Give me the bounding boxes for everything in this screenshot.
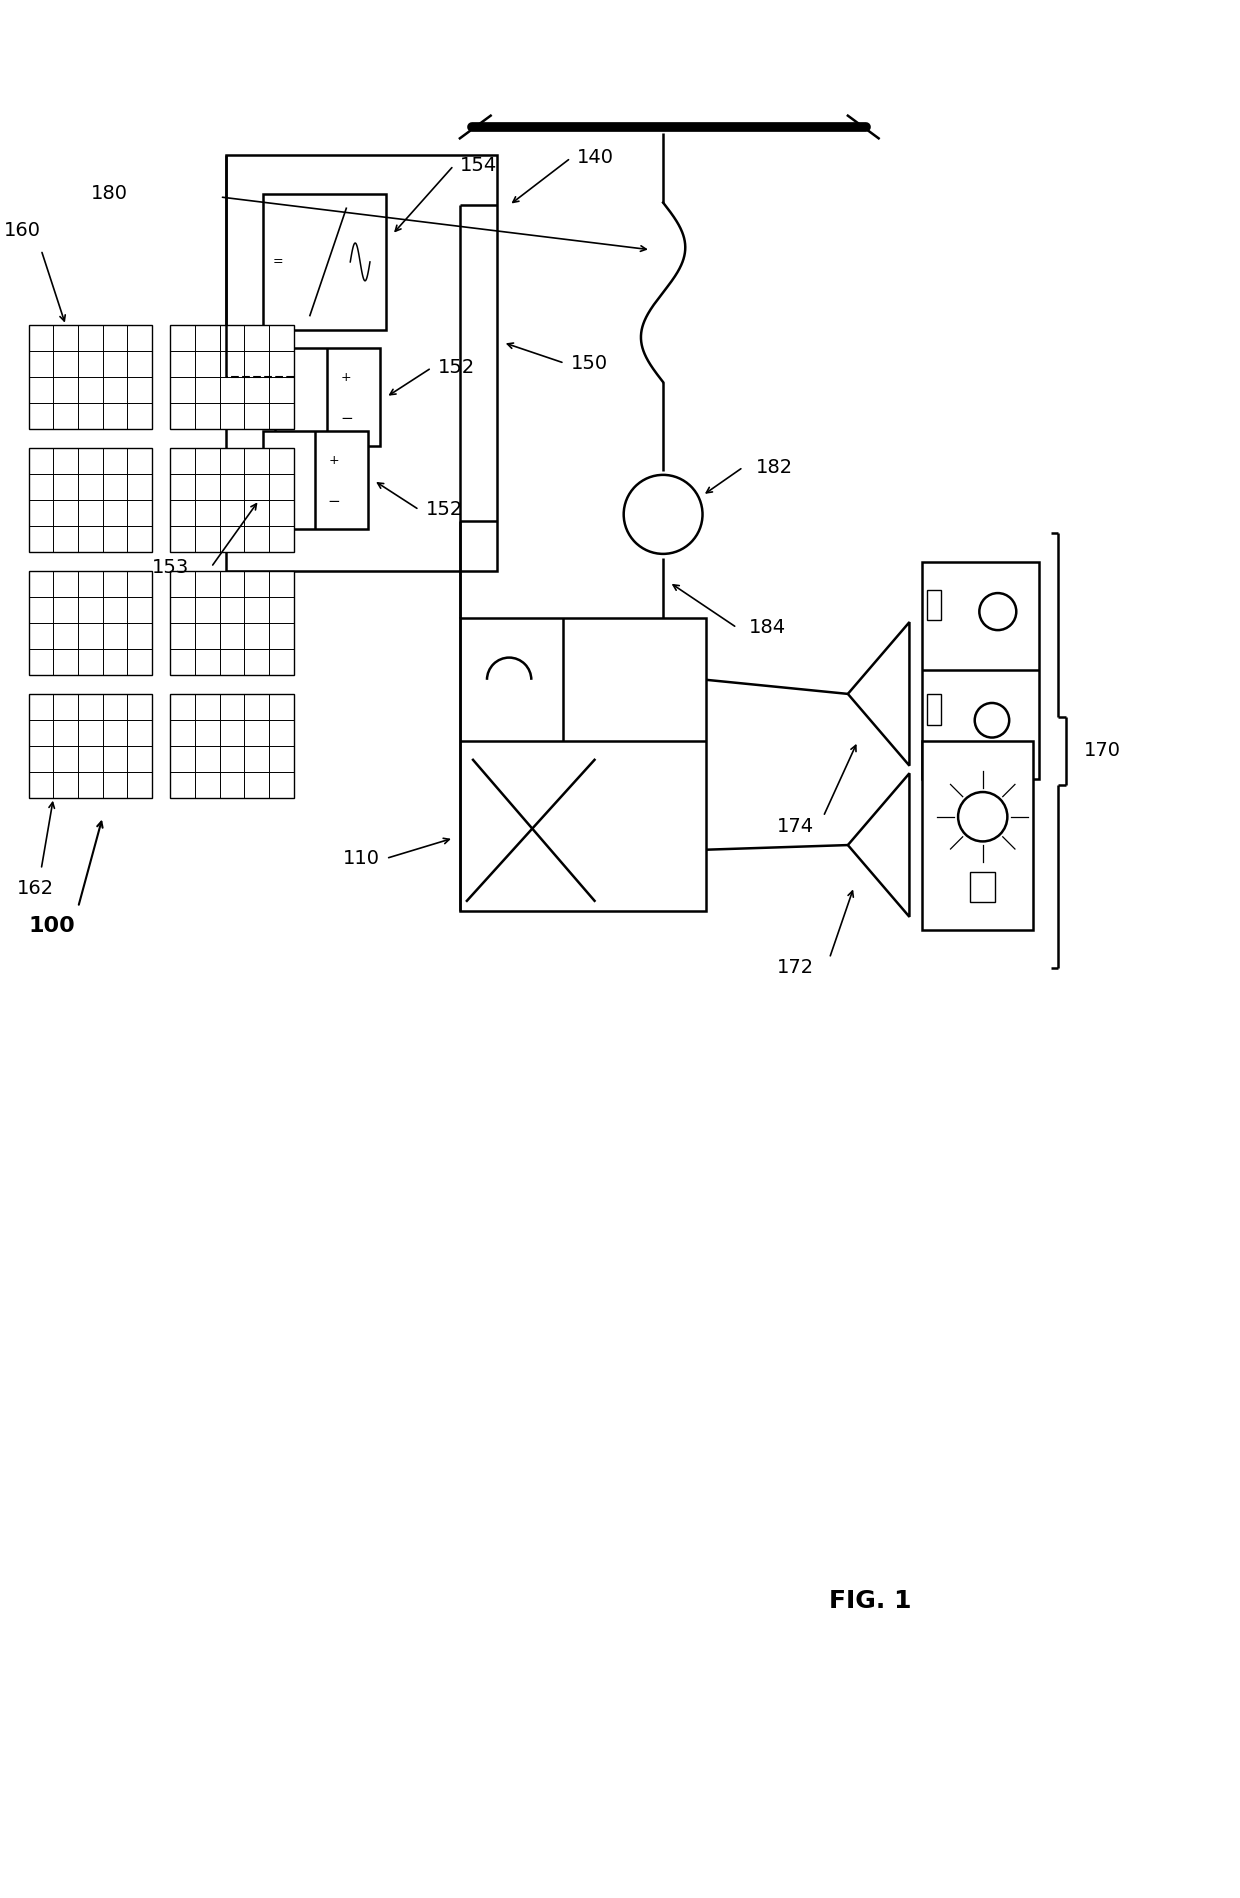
Text: −: − [327,495,341,509]
Bar [29,325,153,429]
Bar [921,740,1033,930]
Text: 100: 100 [29,917,76,936]
Bar [921,562,1039,778]
Ellipse shape [975,702,1009,738]
Polygon shape [848,623,909,765]
Text: 152: 152 [425,501,463,520]
Text: 162: 162 [16,879,53,898]
Bar [170,695,294,797]
Bar [170,325,294,429]
Text: 160: 160 [4,222,41,241]
Text: 174: 174 [776,816,813,835]
Ellipse shape [959,791,1007,841]
Text: 172: 172 [776,958,813,977]
Text: 170: 170 [1084,740,1121,759]
Text: 154: 154 [460,156,497,175]
Text: 180: 180 [91,184,128,203]
Text: 153: 153 [153,558,190,577]
Text: 150: 150 [570,353,608,372]
Bar [29,695,153,797]
Text: 110: 110 [343,848,379,867]
Text: 184: 184 [749,619,786,638]
Bar [170,448,294,552]
Polygon shape [848,772,909,917]
Bar [29,448,153,552]
Text: 182: 182 [755,457,792,476]
Text: +: + [329,454,340,467]
Bar [263,431,367,530]
Ellipse shape [624,474,703,554]
Bar [971,871,994,902]
Ellipse shape [980,592,1017,630]
Bar [926,590,941,621]
Text: +: + [341,372,352,383]
Bar [926,695,941,725]
Bar [460,619,707,911]
Text: −: − [340,412,352,427]
Text: FIG. 1: FIG. 1 [830,1589,911,1613]
Text: 140: 140 [577,148,614,167]
Text: 152: 152 [438,359,475,378]
Bar [263,194,386,330]
Bar [29,571,153,676]
Text: =: = [273,256,283,268]
Bar [226,156,497,571]
Bar [170,571,294,676]
Bar [275,347,379,446]
